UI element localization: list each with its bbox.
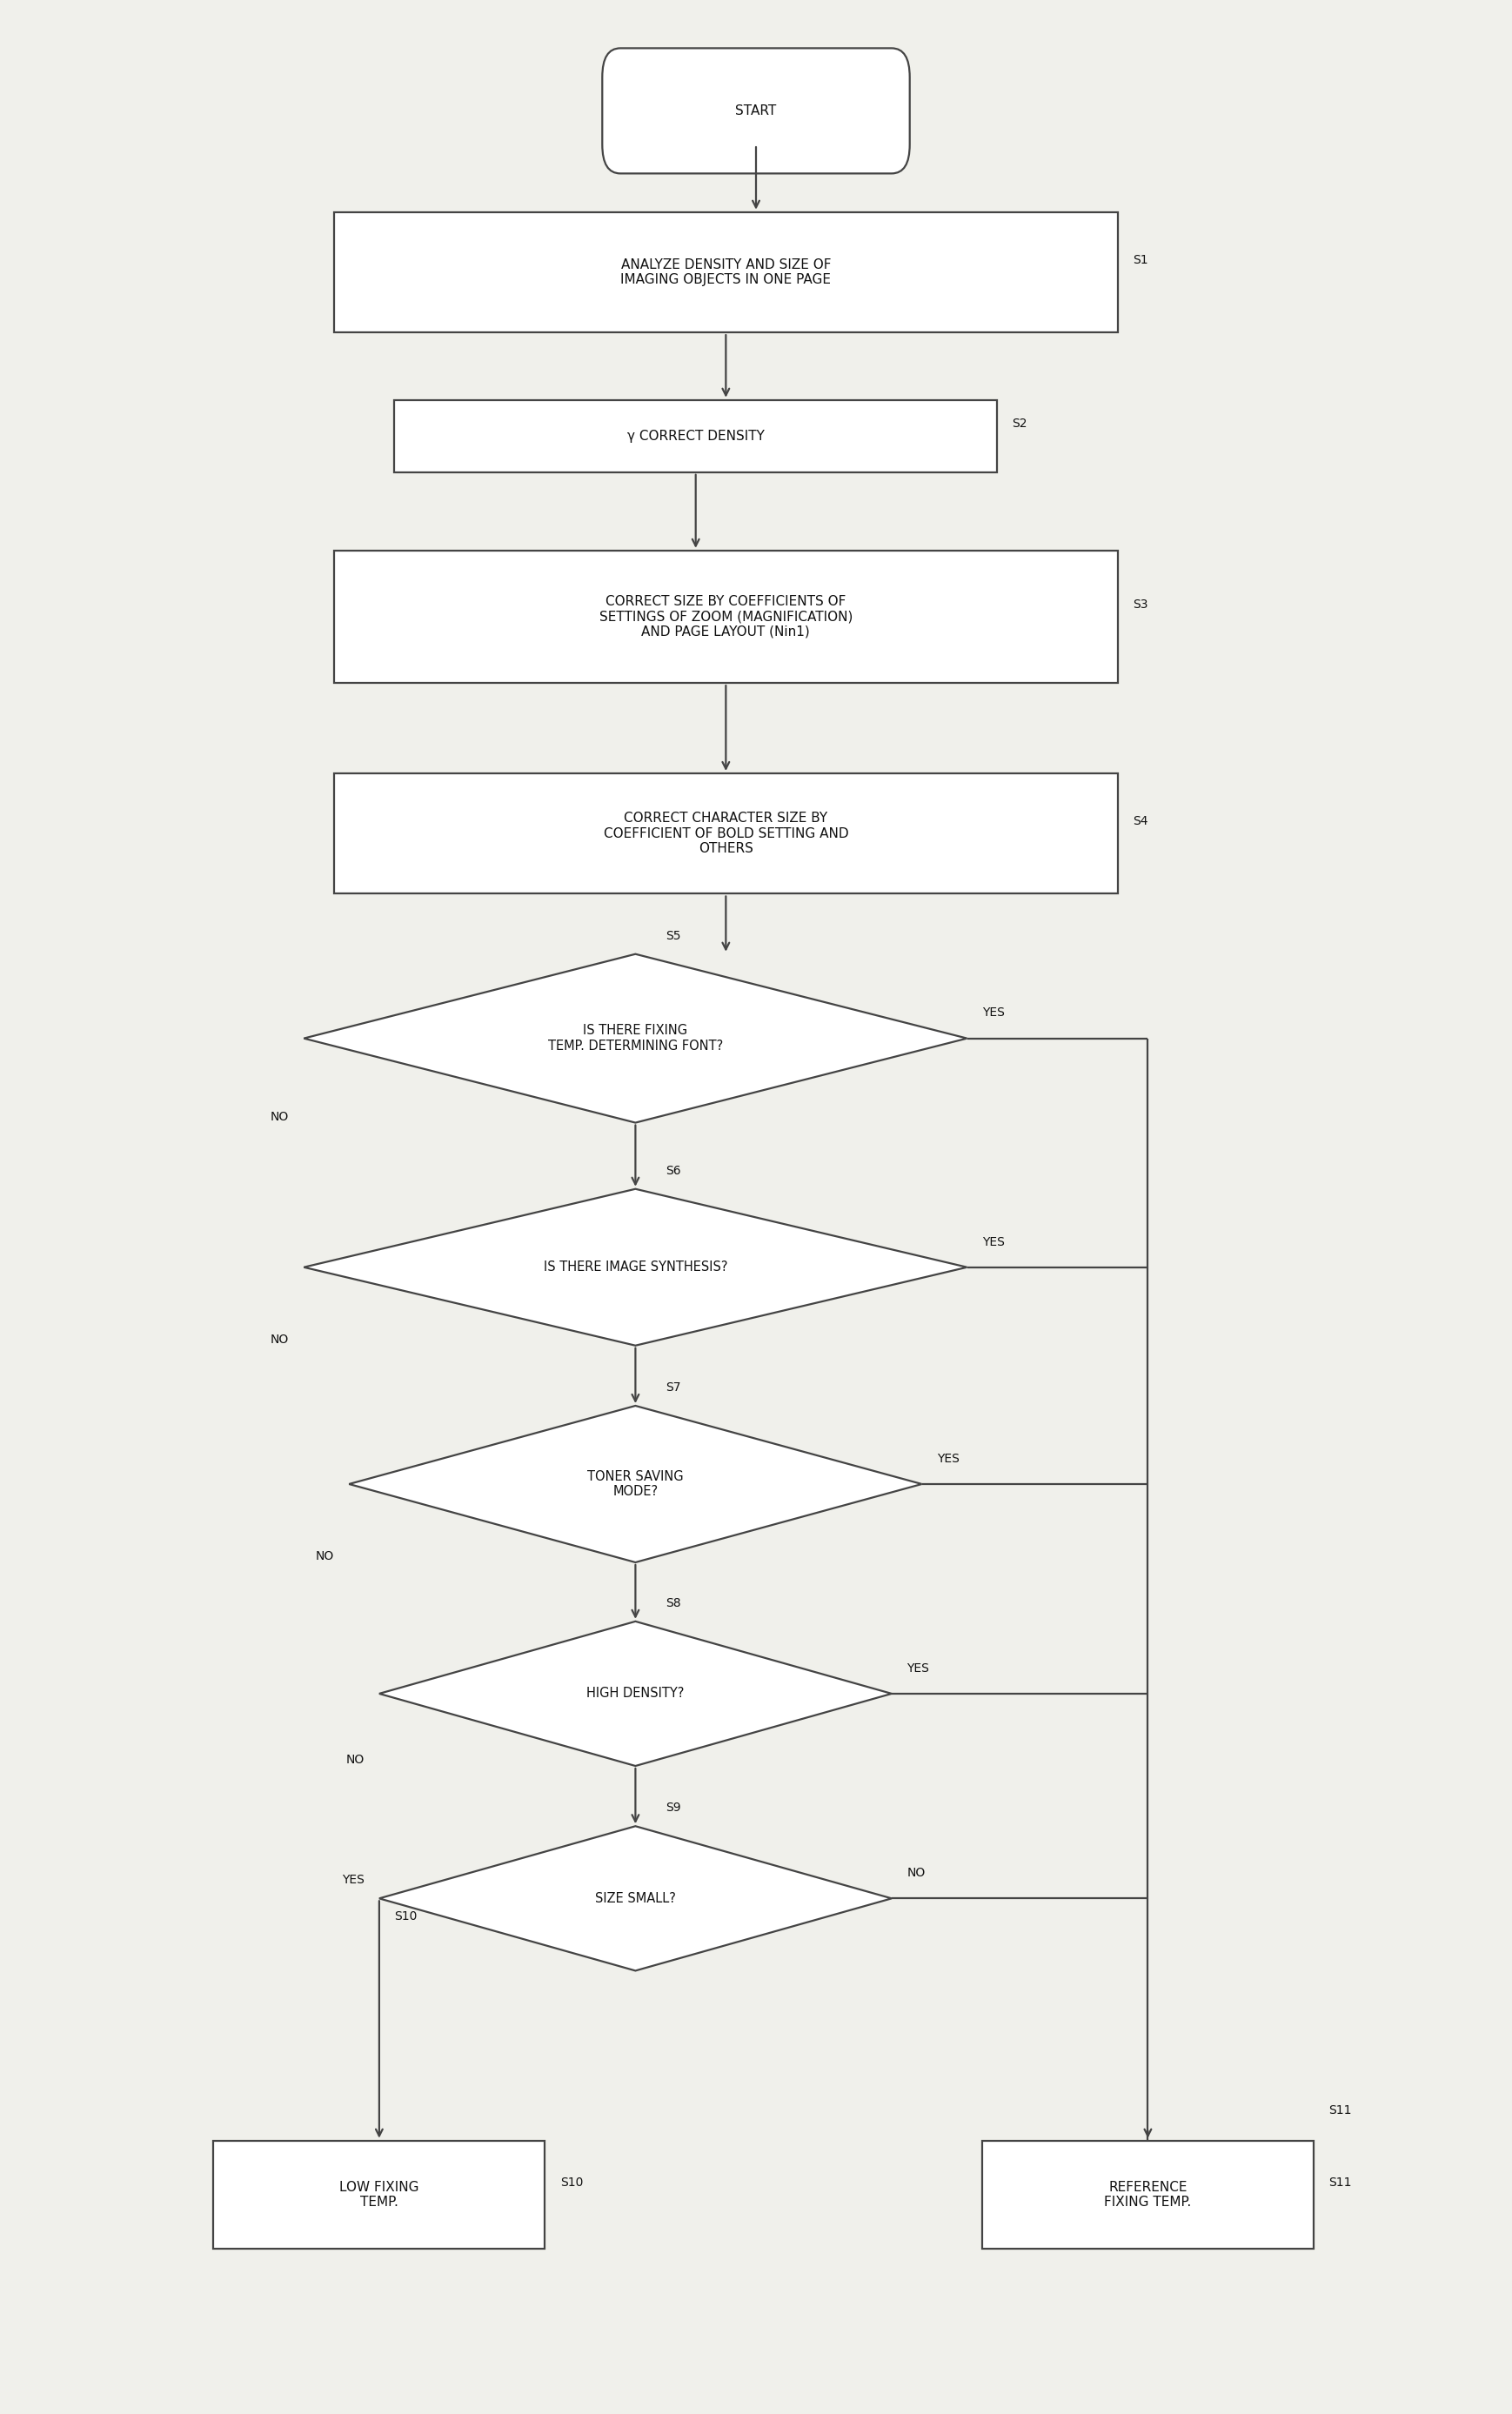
Text: LOW FIXING
TEMP.: LOW FIXING TEMP. bbox=[339, 2180, 419, 2209]
Text: IS THERE FIXING
TEMP. DETERMINING FONT?: IS THERE FIXING TEMP. DETERMINING FONT? bbox=[547, 1024, 723, 1053]
Text: S10: S10 bbox=[559, 2177, 584, 2189]
Text: S3: S3 bbox=[1132, 599, 1148, 611]
Polygon shape bbox=[380, 1825, 892, 1970]
Polygon shape bbox=[304, 1190, 968, 1345]
Text: YES: YES bbox=[983, 1236, 1004, 1248]
Bar bbox=[334, 772, 1117, 893]
Text: IS THERE IMAGE SYNTHESIS?: IS THERE IMAGE SYNTHESIS? bbox=[543, 1260, 727, 1275]
Text: NO: NO bbox=[346, 1755, 364, 1767]
Text: S5: S5 bbox=[665, 929, 680, 941]
Text: NO: NO bbox=[271, 1333, 289, 1345]
Bar bbox=[213, 2141, 544, 2250]
Text: YES: YES bbox=[983, 1007, 1004, 1019]
Bar bbox=[983, 2141, 1314, 2250]
Text: S10: S10 bbox=[395, 1909, 417, 1922]
Text: NO: NO bbox=[907, 1866, 925, 1878]
Text: SIZE SMALL?: SIZE SMALL? bbox=[596, 1893, 676, 1905]
Bar bbox=[334, 550, 1117, 683]
Text: S1: S1 bbox=[1132, 253, 1148, 266]
Text: YES: YES bbox=[907, 1663, 930, 1675]
Text: REFERENCE
FIXING TEMP.: REFERENCE FIXING TEMP. bbox=[1104, 2180, 1191, 2209]
Text: NO: NO bbox=[316, 1550, 334, 1562]
Polygon shape bbox=[380, 1622, 892, 1767]
Text: YES: YES bbox=[342, 1873, 364, 1885]
FancyBboxPatch shape bbox=[602, 48, 910, 174]
Text: NO: NO bbox=[271, 1110, 289, 1123]
Bar bbox=[395, 401, 996, 473]
Polygon shape bbox=[349, 1405, 922, 1562]
Text: CORRECT SIZE BY COEFFICIENTS OF
SETTINGS OF ZOOM (MAGNIFICATION)
AND PAGE LAYOUT: CORRECT SIZE BY COEFFICIENTS OF SETTINGS… bbox=[599, 596, 853, 637]
Text: S11: S11 bbox=[1329, 2177, 1352, 2189]
Text: CORRECT CHARACTER SIZE BY
COEFFICIENT OF BOLD SETTING AND
OTHERS: CORRECT CHARACTER SIZE BY COEFFICIENT OF… bbox=[603, 811, 848, 855]
Text: S8: S8 bbox=[665, 1598, 680, 1610]
Text: S6: S6 bbox=[665, 1164, 680, 1178]
Text: S9: S9 bbox=[665, 1801, 680, 1813]
Text: HIGH DENSITY?: HIGH DENSITY? bbox=[587, 1687, 685, 1699]
Text: S11: S11 bbox=[1329, 2105, 1352, 2117]
Text: S2: S2 bbox=[1012, 418, 1028, 430]
Text: S7: S7 bbox=[665, 1381, 680, 1393]
Text: YES: YES bbox=[937, 1453, 960, 1465]
Text: TONER SAVING
MODE?: TONER SAVING MODE? bbox=[587, 1470, 683, 1499]
Polygon shape bbox=[304, 954, 968, 1123]
Text: S4: S4 bbox=[1132, 816, 1148, 828]
Text: γ CORRECT DENSITY: γ CORRECT DENSITY bbox=[627, 430, 765, 442]
Text: ANALYZE DENSITY AND SIZE OF
IMAGING OBJECTS IN ONE PAGE: ANALYZE DENSITY AND SIZE OF IMAGING OBJE… bbox=[620, 258, 832, 287]
Text: START: START bbox=[735, 104, 777, 118]
Bar bbox=[334, 212, 1117, 333]
